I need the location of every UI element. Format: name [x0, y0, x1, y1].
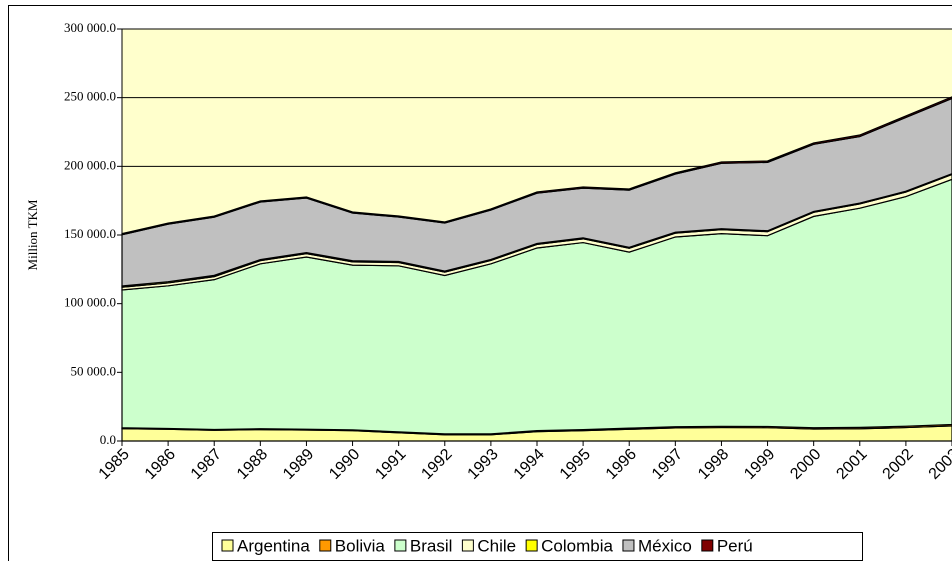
- legend-label: Argentina: [237, 536, 310, 555]
- y-tick-label: 250 000.0: [64, 89, 116, 104]
- legend-swatch: [622, 539, 635, 552]
- legend-swatch: [221, 539, 234, 552]
- y-axis-title: Million TKM: [25, 199, 40, 270]
- legend-swatch: [701, 539, 714, 552]
- legend-label: México: [638, 536, 692, 555]
- y-tick-label: 200 000.0: [64, 157, 116, 172]
- legend-label: Colombia: [541, 536, 613, 555]
- y-tick-label: 300 000.0: [64, 20, 116, 35]
- legend-label: Perú: [717, 536, 753, 555]
- legend-swatch: [394, 539, 407, 552]
- y-tick-label: 0.0: [100, 432, 116, 447]
- legend-label: Brasil: [410, 536, 453, 555]
- legend-label: Bolivia: [335, 536, 386, 555]
- y-tick-label: 100 000.0: [64, 295, 116, 310]
- legend-label: Chile: [477, 536, 516, 555]
- y-tick-label: 50 000.0: [71, 363, 117, 378]
- legend-swatch: [319, 539, 332, 552]
- legend-swatch: [525, 539, 538, 552]
- legend-swatch: [461, 539, 474, 552]
- area: [121, 96, 952, 236]
- y-tick-label: 150 000.0: [64, 226, 116, 241]
